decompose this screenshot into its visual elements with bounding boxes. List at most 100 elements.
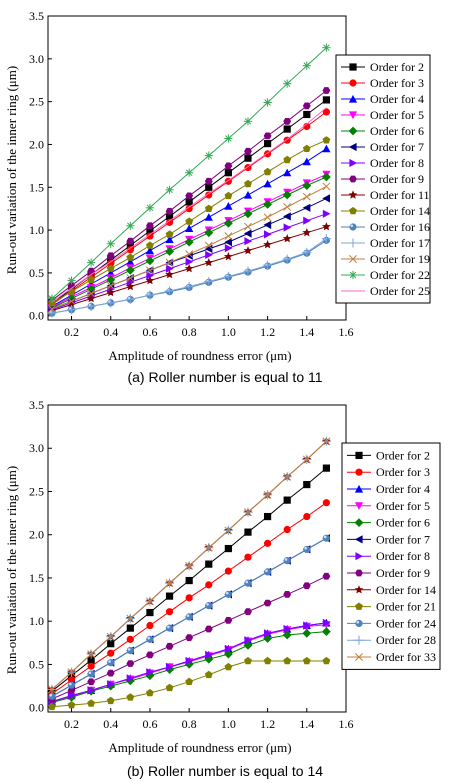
data-point-b-8 xyxy=(283,591,292,598)
legend-marker-b xyxy=(355,451,363,459)
legend-label-a: Order for 17 xyxy=(370,236,430,250)
data-point-b-10 xyxy=(67,701,76,709)
data-point-a-3 xyxy=(243,190,253,199)
data-point-a-1 xyxy=(283,125,291,133)
data-point-a-2 xyxy=(322,108,330,116)
data-point-a-8 xyxy=(263,132,272,140)
data-point-a-14 xyxy=(283,79,292,88)
data-point-b-8 xyxy=(302,582,311,590)
data-point-a-13 xyxy=(263,213,272,222)
data-point-a-14 xyxy=(322,43,331,52)
data-point-a-14 xyxy=(263,98,272,107)
data-point-b-10 xyxy=(106,696,115,705)
data-point-b-2 xyxy=(283,525,291,534)
data-point-a-9 xyxy=(145,276,155,285)
legend-marker-b xyxy=(354,518,364,527)
x-tick-label-a: 0.4 xyxy=(103,325,118,339)
legend-marker-a xyxy=(348,190,358,199)
data-point-a-1 xyxy=(244,154,252,162)
data-point-b-10 xyxy=(165,683,174,692)
data-point-a-1 xyxy=(263,139,272,148)
data-point-a-9 xyxy=(282,234,292,243)
data-point-a-10 xyxy=(244,179,252,188)
legend-marker-b xyxy=(355,619,363,628)
legend-label-a: Order for 2 xyxy=(370,60,424,74)
data-point-a-10 xyxy=(224,191,233,200)
data-point-a-10 xyxy=(322,136,331,144)
data-point-a-13 xyxy=(165,258,174,267)
data-point-b-2 xyxy=(205,581,213,589)
data-point-b-7 xyxy=(185,656,194,666)
data-point-a-8 xyxy=(224,162,233,170)
data-point-b-13 xyxy=(126,614,135,623)
y-tick-label-a: 1.5 xyxy=(29,180,44,194)
data-point-b-1 xyxy=(322,464,330,472)
data-point-b-11 xyxy=(263,568,272,576)
data-point-a-3 xyxy=(185,224,194,232)
data-point-a-9 xyxy=(165,270,174,279)
data-point-b-11 xyxy=(126,647,134,655)
data-point-a-13 xyxy=(145,266,154,275)
data-point-b-7 xyxy=(303,621,311,630)
data-point-b-7 xyxy=(166,662,174,672)
data-point-a-10 xyxy=(106,264,115,272)
legend-marker-a xyxy=(349,79,357,87)
data-point-a-7 xyxy=(322,209,331,218)
data-point-b-1 xyxy=(165,592,174,600)
data-point-a-3 xyxy=(126,257,135,266)
legend-label-a: Order for 16 xyxy=(370,220,430,234)
data-point-b-8 xyxy=(126,660,135,667)
data-point-a-9 xyxy=(322,222,331,231)
data-point-a-13 xyxy=(47,304,56,313)
legend-marker-b xyxy=(355,602,363,610)
data-point-a-8 xyxy=(322,87,331,94)
data-point-b-11 xyxy=(224,590,232,598)
data-point-a-3 xyxy=(322,144,331,153)
legend-marker-b xyxy=(354,535,363,544)
legend-label-b: Order for 14 xyxy=(376,583,436,597)
data-point-a-13 xyxy=(185,250,194,259)
data-point-a-14 xyxy=(224,134,233,143)
y-tick-label-a: 3.0 xyxy=(29,52,44,66)
x-tick-label-b: 0.8 xyxy=(182,717,197,731)
legend-label-a: Order for 22 xyxy=(370,268,430,282)
data-point-a-1 xyxy=(185,198,193,206)
data-point-a-3 xyxy=(283,168,292,177)
data-point-a-14 xyxy=(67,276,76,285)
x-tick-label-b: 0.4 xyxy=(103,717,118,731)
y-tick-label-a: 0.0 xyxy=(29,309,44,323)
legend-label-a: Order for 25 xyxy=(370,284,430,298)
data-point-b-8 xyxy=(67,687,76,694)
legend-marker-a xyxy=(349,206,357,215)
data-point-b-8 xyxy=(87,678,95,686)
data-point-b-13 xyxy=(67,668,76,677)
data-point-a-2 xyxy=(185,205,193,213)
x-tick-label-b: 1.0 xyxy=(221,717,236,731)
data-point-a-14 xyxy=(87,258,96,267)
data-point-a-14 xyxy=(243,117,253,126)
legend-label-a: Order for 3 xyxy=(370,76,424,90)
data-point-b-11 xyxy=(283,557,291,565)
y-tick-label-b: 3.5 xyxy=(29,398,44,412)
data-point-a-12 xyxy=(204,276,214,287)
x-axis-label-b: Amplitude of roundness error (μm) xyxy=(108,740,291,755)
data-point-b-5 xyxy=(322,627,331,636)
data-point-a-13 xyxy=(224,232,233,241)
data-point-a-1 xyxy=(205,183,213,191)
data-point-a-5 xyxy=(106,275,116,285)
data-point-b-7 xyxy=(126,674,135,683)
data-point-a-14 xyxy=(106,239,115,248)
data-point-a-10 xyxy=(263,167,272,176)
data-point-a-6 xyxy=(224,238,232,247)
data-point-b-10 xyxy=(283,656,292,665)
legend-label-b: Order for 6 xyxy=(376,516,430,530)
y-tick-label-b: 1.0 xyxy=(29,614,44,628)
data-point-b-11 xyxy=(303,545,311,554)
data-point-a-3 xyxy=(224,202,233,210)
data-point-a-12 xyxy=(47,308,57,318)
data-point-b-11 xyxy=(322,534,330,542)
legend-label-a: Order for 14 xyxy=(370,204,430,218)
data-point-b-2 xyxy=(67,676,76,684)
legend-marker-a xyxy=(348,94,358,103)
